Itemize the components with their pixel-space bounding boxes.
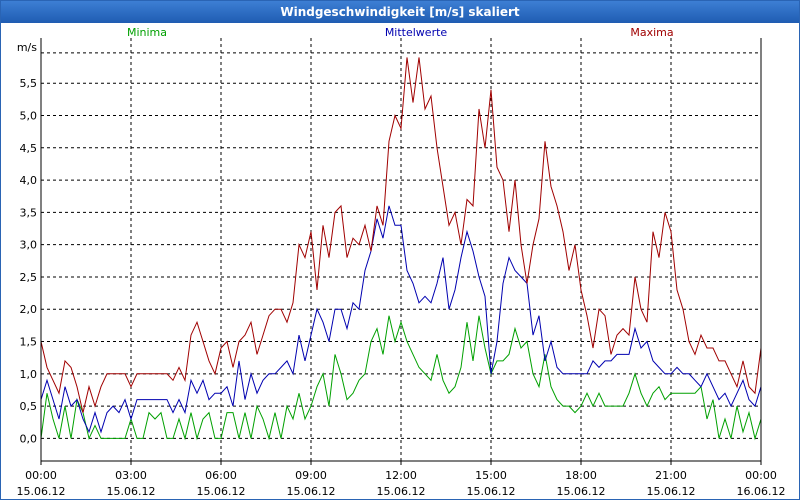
x-tick-time: 18:00 bbox=[565, 469, 597, 482]
x-tick-date: 15.06.12 bbox=[197, 485, 246, 498]
x-tick-date: 15.06.12 bbox=[107, 485, 156, 498]
series-line-mittelwerte bbox=[40, 205, 762, 434]
y-tick-label: 3,0 bbox=[20, 239, 38, 252]
series-layer bbox=[40, 57, 762, 441]
x-tick-date: 15.06.12 bbox=[17, 485, 66, 498]
grid bbox=[41, 38, 761, 461]
x-tick-date: 15.06.12 bbox=[647, 485, 696, 498]
x-tick-date: 15.06.12 bbox=[467, 485, 516, 498]
legend-entry: Minima bbox=[127, 26, 167, 39]
chart-title: Windgeschwindigkeit [m/s] skaliert bbox=[1, 1, 799, 23]
y-axis-label: m/s bbox=[17, 41, 37, 54]
legend-entry: Mittelwerte bbox=[385, 26, 448, 39]
x-tick-date: 16.06.12 bbox=[737, 485, 786, 498]
y-tick-label: 3,5 bbox=[20, 206, 38, 219]
series-line-maxima bbox=[40, 57, 762, 413]
x-tick-date: 15.06.12 bbox=[557, 485, 606, 498]
series-line-minima bbox=[40, 315, 762, 441]
legend-entry: Maxima bbox=[630, 26, 673, 39]
x-tick-time: 21:00 bbox=[655, 469, 687, 482]
y-tick-label: 1,0 bbox=[20, 368, 38, 381]
y-tick-label: 5,0 bbox=[20, 109, 38, 122]
x-tick-time: 00:00 bbox=[745, 469, 777, 482]
x-tick-date: 15.06.12 bbox=[287, 485, 336, 498]
tick-labels: 0,0 0,5 1,0 1,5 2,0 2,5 3,0 3,5 4,0 4,5 5,0 5,5 00:0… bbox=[17, 41, 786, 498]
x-tick-time: 00:00 bbox=[25, 469, 57, 482]
y-tick-label: 2,0 bbox=[20, 303, 38, 316]
x-tick-time: 09:00 bbox=[295, 469, 327, 482]
y-tick-label: 0,5 bbox=[20, 400, 38, 413]
x-tick-time: 03:00 bbox=[115, 469, 147, 482]
x-tick-time: 12:00 bbox=[385, 469, 417, 482]
legend: Minima Mittelwerte Maxima bbox=[127, 26, 674, 39]
y-tick-label: 2,5 bbox=[20, 271, 38, 284]
y-tick-label: 5,5 bbox=[20, 77, 38, 90]
x-tick-time: 06:00 bbox=[205, 469, 237, 482]
y-tick-label: 4,0 bbox=[20, 174, 38, 187]
y-tick-label: 4,5 bbox=[20, 142, 38, 155]
x-tick-time: 15:00 bbox=[475, 469, 507, 482]
y-tick-label: 1,5 bbox=[20, 336, 38, 349]
x-tick-date: 15.06.12 bbox=[377, 485, 426, 498]
axes bbox=[40, 38, 762, 465]
y-tick-label: 0,0 bbox=[20, 432, 38, 445]
